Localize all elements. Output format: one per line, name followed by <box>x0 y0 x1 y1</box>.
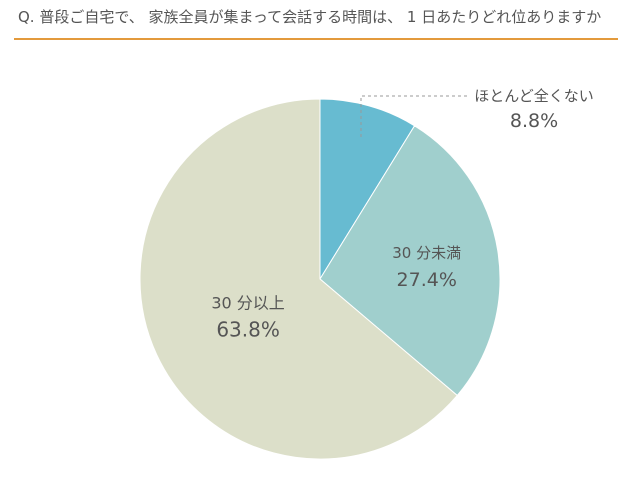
pie-slice <box>139 98 458 460</box>
leader-line <box>360 95 468 137</box>
slice-label: 30 分以上 <box>211 293 284 312</box>
chart-title: Q. 普段ご自宅で、 家族全員が集まって会話する時間は、 1 日あたりどれ位あり… <box>18 8 602 26</box>
title-underline <box>14 38 618 40</box>
slice-value-label: 8.8% <box>510 110 558 132</box>
slice-label: ほとんど全くない <box>474 87 594 105</box>
slice-label: 30 分未満 <box>392 244 461 262</box>
slice-value-label: 63.8% <box>216 317 280 341</box>
slice-value-label: 27.4% <box>397 269 457 291</box>
pie-slice <box>319 98 416 281</box>
pie-slice <box>319 125 501 397</box>
